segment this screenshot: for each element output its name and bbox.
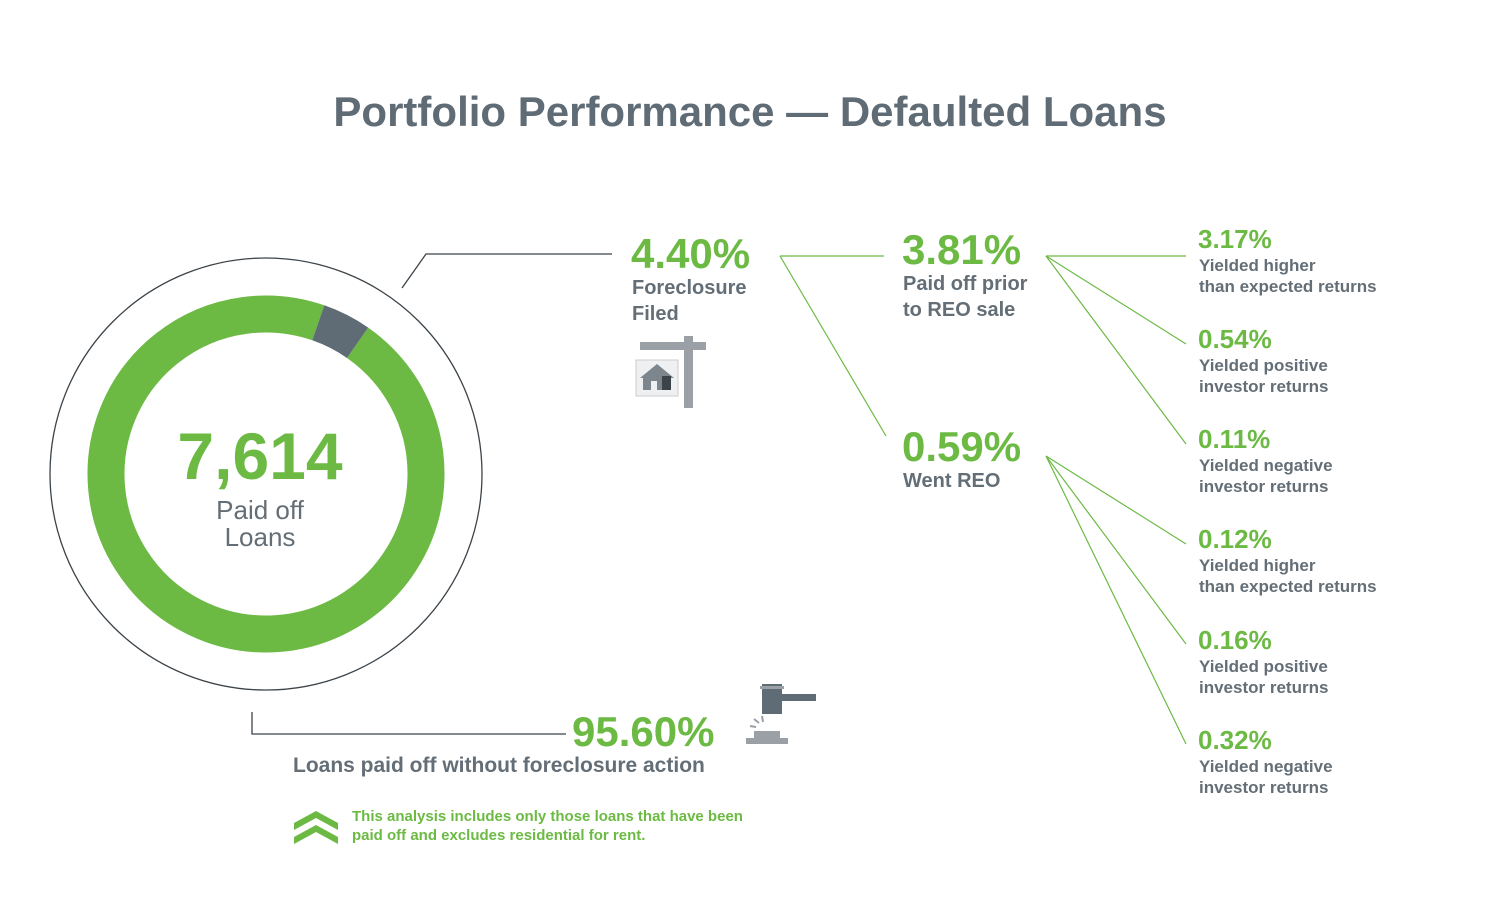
house-for-sale-sign-icon [635,336,706,408]
outcome-label-line2: investor returns [1199,778,1329,797]
donut-chart [87,295,445,653]
outcome-label-line2: investor returns [1199,678,1329,697]
double-chevron-up-icon [294,811,338,844]
foreclosure-value: 4.40% [631,230,751,277]
outcome-label-line2: than expected returns [1199,577,1377,596]
outer-ring [49,257,483,691]
connector-outcome-2 [1045,255,1187,345]
connector-outcome-4 [1045,455,1187,545]
outcome-label-line1: Yielded positive [1199,657,1328,676]
outcome-value: 0.16% [1198,625,1272,655]
outcome-label-line1: Yielded negative [1199,456,1333,475]
page-title: Portfolio Performance — Defaulted Loans [333,88,1167,135]
outcome-label: Yielded positive investor returns [1199,355,1328,397]
no-foreclosure-connector [251,712,566,735]
center-label-line1: Paid off [216,495,304,525]
outcome-label-line2: investor returns [1199,477,1329,496]
center-label: Paid off Loans [110,497,410,551]
outcome-label-line1: Yielded positive [1199,356,1328,375]
foreclosure-label: Foreclosure Filed [632,275,746,327]
outcome-label-line2: than expected returns [1199,277,1377,296]
outcome-value: 0.12% [1198,524,1272,554]
went-reo-value: 0.59% [902,423,1022,470]
outcome-label-line1: Yielded higher [1199,556,1316,575]
center-count: 7,614 [177,419,343,493]
foreclosure-label-line2: Filed [632,303,679,325]
footnote-line1: This analysis includes only those loans … [352,808,743,825]
connector-outcome-3 [1045,255,1187,445]
footnote: This analysis includes only those loans … [352,807,743,845]
connector-outcome-6 [1045,455,1187,745]
outcome-value: 0.11% [1198,424,1271,454]
outcome-label: Yielded higher than expected returns [1199,255,1377,297]
center-label-line2: Loans [224,522,296,552]
outcome-label: Yielded positive investor returns [1199,656,1328,698]
outcome-label-line2: investor returns [1199,377,1329,396]
paid-prior-label: Paid off prior to REO sale [903,271,1027,323]
outcome-label-line1: Yielded negative [1199,757,1333,776]
foreclosure-label-line1: Foreclosure [632,277,747,299]
outcome-value: 3.17% [1198,224,1272,254]
outcome-label: Yielded negative investor returns [1199,756,1333,798]
went-reo-label: Went REO [903,470,1001,492]
paid-prior-label-line2: to REO sale [903,299,1016,321]
connector-outcome-5 [1045,455,1187,645]
outcome-value: 0.32% [1198,725,1272,755]
no-foreclosure-label: Loans paid off without foreclosure actio… [293,754,705,777]
no-foreclosure-value: 95.60% [572,708,715,755]
donut-slice-no-foreclosure [87,295,445,653]
outcome-label: Yielded negative investor returns [1199,455,1333,497]
donut-slice-foreclosure [311,305,369,359]
outcome-label: Yielded higher than expected returns [1199,555,1377,597]
paid-prior-label-line1: Paid off prior [903,273,1028,295]
foreclosure-connector [401,253,612,289]
outcome-label-line1: Yielded higher [1199,256,1316,275]
connector-to-went-reo [779,255,887,437]
footnote-line2: paid off and excludes residential for re… [352,827,646,844]
outcome-value: 0.54% [1198,324,1272,354]
paid-prior-value: 3.81% [902,226,1022,273]
gavel-icon [746,684,816,744]
